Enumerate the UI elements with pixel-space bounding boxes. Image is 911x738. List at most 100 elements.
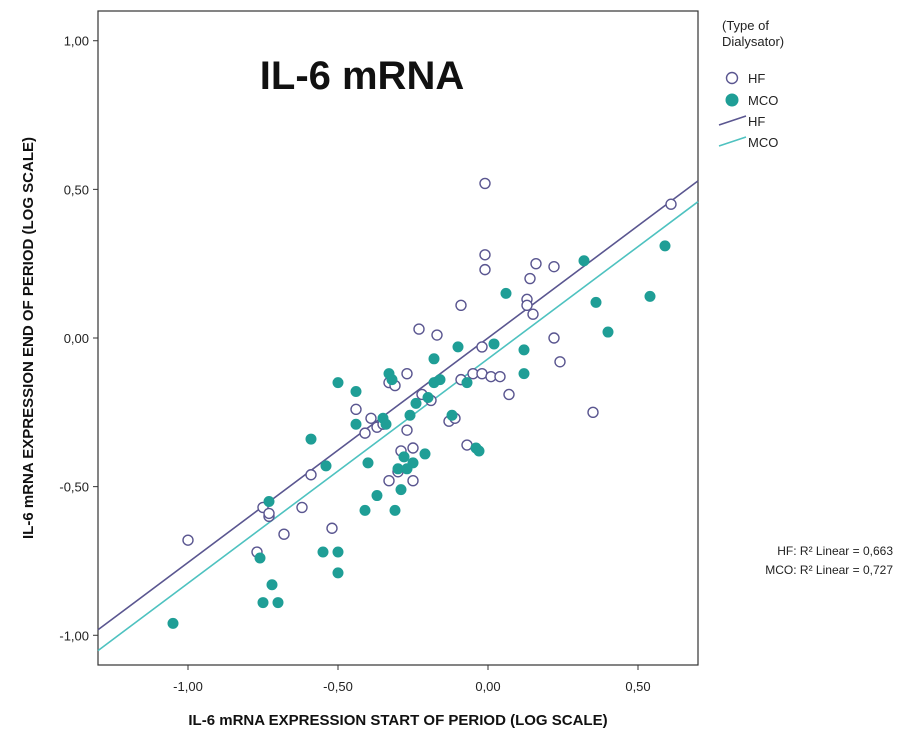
- point-hf: [479, 263, 491, 276]
- point-hf: [431, 329, 443, 341]
- point-hf: [530, 257, 542, 270]
- point-mco: [422, 391, 434, 403]
- point-hf: [521, 299, 533, 311]
- point-mco: [419, 448, 431, 460]
- point-hf: [401, 367, 413, 380]
- point-mco: [305, 433, 317, 445]
- point-hf: [263, 507, 275, 520]
- x-axis-title: IL-6 mRNA EXPRESSION START OF PERIOD (LO…: [188, 712, 607, 729]
- point-hf: [278, 528, 290, 540]
- chart-title: IL-6 mRNA: [260, 54, 464, 98]
- point-mco: [389, 504, 401, 516]
- legend-line-hf: [718, 115, 747, 126]
- point-hf: [350, 403, 362, 416]
- point-mco: [395, 484, 407, 496]
- point-hf: [407, 474, 419, 487]
- x-tick-label: 0,50: [625, 679, 650, 694]
- legend-title-line-1: (Type of: [722, 18, 769, 33]
- point-hf: [479, 249, 491, 261]
- plot-frame: [97, 10, 699, 666]
- point-mco: [332, 567, 344, 579]
- point-hf: [455, 299, 467, 311]
- point-hf: [524, 272, 536, 285]
- point-mco: [659, 240, 671, 252]
- point-mco: [518, 344, 530, 356]
- point-mco: [386, 374, 398, 386]
- point-mco: [263, 496, 275, 507]
- point-hf: [413, 323, 425, 335]
- x-tick-label: 0,00: [475, 679, 500, 694]
- y-tick-label: 1,00: [64, 34, 89, 49]
- legend-label: MCO: [748, 93, 778, 108]
- y-tick-label: -1,00: [59, 628, 89, 643]
- point-hf: [476, 341, 488, 353]
- point-mco: [404, 409, 416, 421]
- point-mco: [332, 546, 344, 558]
- point-hf: [383, 474, 395, 487]
- point-hf: [527, 308, 539, 320]
- point-mco: [578, 255, 590, 267]
- point-hf: [587, 406, 599, 419]
- point-mco: [320, 460, 332, 472]
- point-mco: [167, 617, 179, 629]
- x-tick-label: -0,50: [323, 679, 353, 694]
- point-mco: [500, 287, 512, 299]
- point-mco: [371, 490, 383, 502]
- point-mco: [452, 341, 464, 353]
- point-mco: [461, 377, 473, 389]
- point-hf: [365, 412, 377, 424]
- point-mco: [488, 338, 500, 350]
- y-tick-label: 0,50: [64, 182, 89, 197]
- point-hf: [494, 370, 506, 383]
- point-hf: [326, 522, 338, 534]
- legend-marker-mco: [725, 93, 739, 107]
- point-mco: [428, 353, 440, 365]
- point-mco: [266, 579, 278, 591]
- point-hf: [548, 332, 560, 344]
- legend-label: HF: [748, 114, 765, 129]
- hf-r-squared: HF: R² Linear = 0,663: [777, 544, 893, 558]
- point-hf: [407, 442, 419, 454]
- point-hf: [305, 469, 317, 481]
- fit-line-mco: [97, 201, 699, 652]
- axis-ticks: -1,00 -0,50 0,00 0,50 -1,00 -0,50 0,00 0,50 1,00: [59, 34, 650, 694]
- data-points: [167, 177, 677, 629]
- y-tick-label: -0,50: [59, 480, 89, 495]
- point-hf: [461, 439, 473, 451]
- point-hf: [548, 260, 560, 273]
- point-mco: [407, 457, 419, 469]
- point-mco: [518, 368, 530, 380]
- point-mco: [590, 296, 602, 308]
- point-mco: [434, 374, 446, 386]
- legend-label: HF: [748, 71, 765, 86]
- point-mco: [254, 552, 266, 564]
- point-mco: [350, 418, 362, 430]
- r-squared-annotations: HF: R² Linear = 0,663 MCO: R² Linear = 0…: [765, 544, 893, 577]
- legend-marker-hf: [725, 71, 739, 85]
- point-mco: [410, 397, 422, 409]
- point-hf: [182, 534, 194, 546]
- point-mco: [332, 377, 344, 389]
- point-hf: [296, 501, 308, 514]
- legend: (Type of Dialysator) HF MCO HF MCO: [718, 18, 784, 150]
- point-mco: [272, 597, 284, 609]
- y-tick-label: 0,00: [64, 331, 89, 346]
- point-mco: [350, 386, 362, 398]
- point-mco: [473, 445, 485, 457]
- point-mco: [257, 597, 269, 609]
- x-tick-label: -1,00: [173, 679, 203, 694]
- point-mco: [359, 504, 371, 516]
- fit-line-hf: [97, 180, 699, 631]
- legend-line-mco: [718, 136, 747, 147]
- y-axis-title: IL-6 mRNA EXPRESSION END OF PERIOD (LOG …: [20, 137, 37, 539]
- point-hf: [665, 198, 677, 210]
- legend-title-line-2: Dialysator): [722, 34, 784, 49]
- point-mco: [317, 546, 329, 558]
- point-mco: [644, 290, 656, 302]
- fit-lines: [97, 180, 699, 652]
- point-mco: [446, 409, 458, 421]
- point-mco: [398, 451, 410, 463]
- point-hf: [401, 424, 413, 436]
- point-mco: [362, 457, 374, 469]
